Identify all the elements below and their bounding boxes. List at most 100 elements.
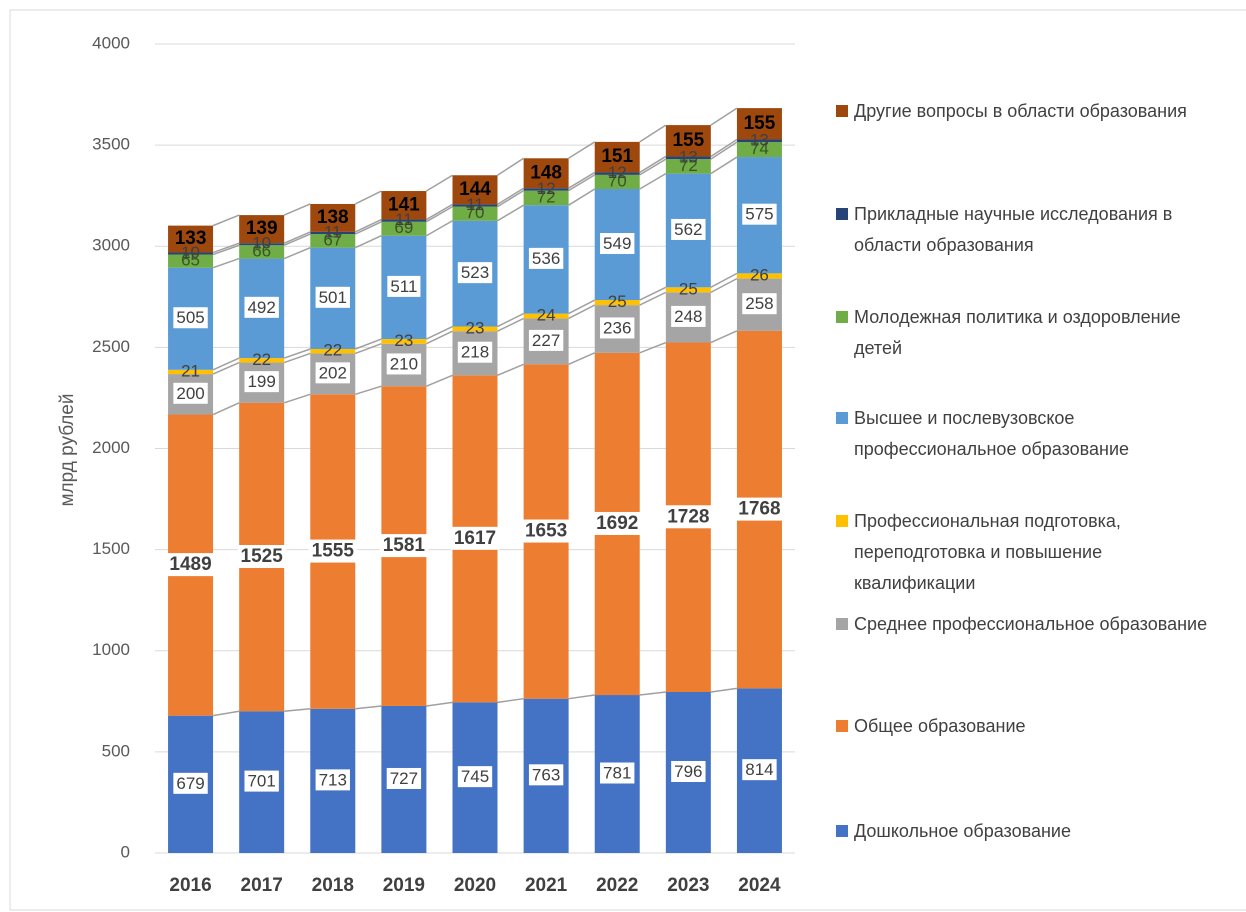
legend-item: Другие вопросы в области образования <box>836 96 1226 127</box>
bar-segment <box>594 300 640 306</box>
series-line <box>283 352 311 364</box>
series-line <box>426 330 453 345</box>
data-label: 22 <box>252 350 271 369</box>
data-label-background <box>166 553 215 577</box>
data-label: 144 <box>459 179 491 200</box>
data-label: 796 <box>674 762 702 781</box>
series-line <box>639 172 667 190</box>
data-label: 138 <box>317 207 349 228</box>
bar-segment <box>381 191 427 220</box>
bar-segment <box>452 206 498 221</box>
series-line <box>497 157 525 176</box>
series-line <box>710 687 738 693</box>
series-line <box>568 304 596 320</box>
data-label: 70 <box>466 203 485 222</box>
series-line <box>354 235 382 249</box>
y-tick-label: 0 <box>121 842 130 861</box>
series-line <box>568 694 595 700</box>
series-line <box>283 348 311 359</box>
data-label: 549 <box>603 234 631 253</box>
data-label: 727 <box>390 769 418 788</box>
data-label: 1581 <box>383 535 426 556</box>
legend-item: Общее образование <box>836 711 1226 742</box>
data-label: 501 <box>319 288 347 307</box>
y-tick-label: 1000 <box>92 640 130 659</box>
bar-segment <box>168 225 214 253</box>
bar-segment <box>239 245 285 259</box>
series-line <box>355 343 382 355</box>
bar-segment <box>452 326 498 332</box>
y-tick-label: 1500 <box>92 539 130 558</box>
bar-segment <box>736 139 782 143</box>
legend-item: Дошкольное образование <box>836 816 1226 847</box>
bar-segment <box>523 190 569 206</box>
data-label-background <box>386 353 422 375</box>
data-label: 139 <box>246 218 278 239</box>
legend-swatch <box>836 105 848 117</box>
y-tick-label: 2500 <box>92 337 130 356</box>
series-line <box>568 299 596 315</box>
data-label-background <box>450 526 500 550</box>
data-label: 1692 <box>596 513 638 534</box>
data-label-background <box>671 760 706 782</box>
legend-item: Среднее профессиональное образование <box>836 609 1226 640</box>
series-line <box>639 158 667 176</box>
data-label: 23 <box>394 331 413 350</box>
data-label: 12 <box>608 163 627 182</box>
data-label-background <box>315 769 350 791</box>
data-label: 679 <box>176 774 204 793</box>
series-line <box>568 188 596 206</box>
series-line <box>710 156 738 175</box>
data-label: 72 <box>537 187 556 206</box>
series-line <box>710 107 738 126</box>
series-line <box>426 220 453 237</box>
data-label: 701 <box>247 772 275 791</box>
bar-segment <box>665 159 711 174</box>
data-label: 1728 <box>667 506 709 527</box>
legend-swatch <box>836 618 848 630</box>
data-label: 148 <box>530 162 562 183</box>
data-label: 155 <box>744 113 776 134</box>
data-label-background <box>528 764 564 786</box>
data-label-background <box>528 329 564 351</box>
series-line <box>568 352 596 366</box>
data-label-background <box>600 233 635 255</box>
legend-swatch <box>836 412 848 424</box>
y-axis-label: млрд рублей <box>57 393 78 506</box>
data-label: 12 <box>537 179 556 198</box>
series-line <box>497 187 525 206</box>
x-tick-label: 2024 <box>738 875 781 896</box>
data-label: 70 <box>608 171 627 190</box>
data-label: 781 <box>603 764 631 783</box>
data-label: 248 <box>674 307 702 326</box>
series-line <box>212 357 240 371</box>
bar-segment <box>452 175 498 205</box>
data-label-background <box>308 539 358 563</box>
legend-label: Другие вопросы в области образования <box>854 101 1187 121</box>
bar-segment <box>452 204 498 207</box>
series-line <box>212 361 240 375</box>
data-label: 258 <box>745 294 773 313</box>
series-line <box>639 341 667 354</box>
data-label: 745 <box>461 767 489 786</box>
x-tick-label: 2017 <box>241 875 283 896</box>
data-label: 133 <box>175 228 207 249</box>
legend-swatch <box>836 720 848 732</box>
data-label: 562 <box>674 220 702 239</box>
data-label: 21 <box>181 361 200 380</box>
data-label: 199 <box>247 372 275 391</box>
x-tick-label: 2016 <box>169 875 211 896</box>
legend-label: Высшее и послевузовское профессиональное… <box>854 408 1130 459</box>
data-label: 11 <box>324 222 342 241</box>
bar-segment <box>310 348 356 354</box>
series-line <box>212 214 240 227</box>
data-label-background <box>742 293 777 315</box>
series-line <box>710 141 738 160</box>
series-line <box>212 257 240 269</box>
legend-item: Профессиональная подготовка, переподгото… <box>836 506 1226 599</box>
data-label: 72 <box>679 156 698 175</box>
data-label: 1653 <box>525 521 567 542</box>
data-label-background <box>593 511 642 535</box>
series-line <box>426 205 453 223</box>
